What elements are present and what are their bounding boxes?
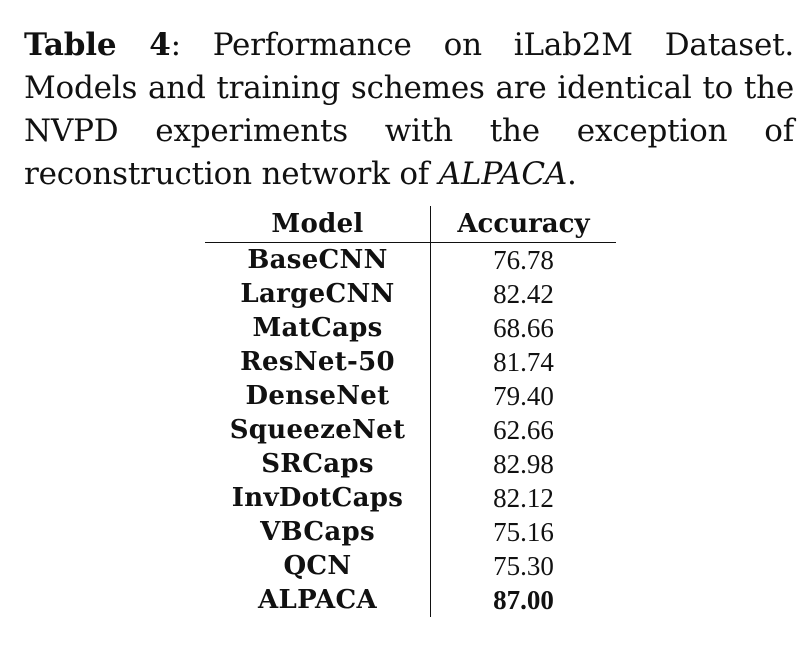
accuracy-cell: 82.12 [493,482,554,513]
model-column-header: Model [205,206,431,243]
accuracy-cell: 75.16 [493,516,554,547]
table-row: SRCaps 82.98 [205,447,616,481]
table-row: BaseCNN 76.78 [205,242,616,277]
table-row: MatCaps 68.66 [205,311,616,345]
model-cell: SRCaps [205,447,431,481]
table-body: BaseCNN 76.78 LargeCNN 82.42 MatCaps 68.… [205,242,616,617]
model-cell: InvDotCaps [205,481,431,515]
model-cell: BaseCNN [205,242,431,277]
accuracy-cell: 81.74 [493,346,554,377]
caption-model-name: ALPACA [438,156,568,192]
model-cell: ALPACA [205,583,431,617]
table-row: SqueezeNet 62.66 [205,413,616,447]
accuracy-cell: 82.98 [493,448,554,479]
model-cell: QCN [205,549,431,583]
table-row: InvDotCaps 82.12 [205,481,616,515]
table-row: LargeCNN 82.42 [205,277,616,311]
accuracy-cell: 62.66 [493,414,554,445]
model-cell: ResNet-50 [205,345,431,379]
caption-text: : Performance on iLab2M Dataset. Models … [24,27,795,192]
model-cell: VBCaps [205,515,431,549]
accuracy-cell-best: 87.00 [493,584,554,615]
model-cell: SqueezeNet [205,413,431,447]
accuracy-cell: 68.66 [493,312,554,343]
table-row: QCN 75.30 [205,549,616,583]
model-cell: LargeCNN [205,277,431,311]
accuracy-cell: 79.40 [493,380,554,411]
results-table: Model Accuracy BaseCNN 76.78 LargeCNN 82… [205,206,616,617]
table-row: DenseNet 79.40 [205,379,616,413]
accuracy-column-header: Accuracy [430,206,616,243]
caption-end: . [567,156,577,192]
accuracy-cell: 82.42 [493,278,554,309]
accuracy-cell: 76.78 [493,244,554,275]
table-row: ResNet-50 81.74 [205,345,616,379]
model-cell: DenseNet [205,379,431,413]
accuracy-cell: 75.30 [493,550,554,581]
model-cell: MatCaps [205,311,431,345]
header-row: Model Accuracy [205,206,616,243]
table-label: Table 4 [24,27,171,63]
table-caption: Table 4: Performance on iLab2M Dataset. … [24,24,794,196]
table-row: VBCaps 75.16 [205,515,616,549]
results-table-container: Model Accuracy BaseCNN 76.78 LargeCNN 82… [205,206,616,617]
table-row-best: ALPACA 87.00 [205,583,616,617]
